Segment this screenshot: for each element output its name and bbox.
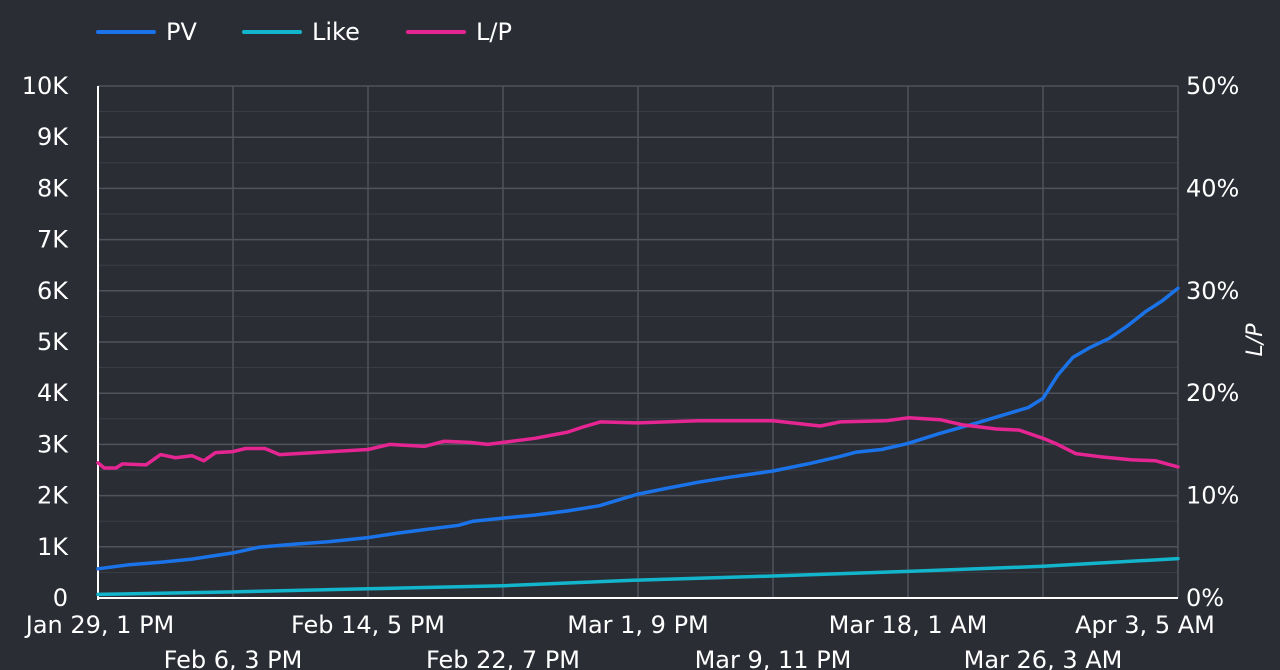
x-tick-label: Feb 6, 3 PM: [164, 646, 303, 670]
x-tick-label: Mar 18, 1 AM: [829, 611, 988, 639]
x-tick-label: Mar 26, 3 AM: [964, 646, 1123, 670]
x-tick-label: Jan 29, 1 PM: [24, 611, 175, 639]
y-right-tick-label: 10%: [1186, 482, 1239, 510]
x-tick-label: Mar 1, 9 PM: [567, 611, 709, 639]
y-left-tick-label: 6K: [37, 277, 69, 305]
y-left-tick-label: 1K: [37, 533, 69, 561]
y-left-tick-label: 3K: [37, 430, 69, 458]
y-right-tick-label: 50%: [1186, 72, 1239, 100]
legend-label: Like: [312, 18, 360, 46]
x-tick-label: Apr 3, 5 AM: [1075, 611, 1215, 639]
y-left-tick-label: 5K: [37, 328, 69, 356]
series-line-pv: [96, 286, 1180, 571]
y-right-tick-label: 0%: [1186, 584, 1224, 612]
y-right-tick-label: 40%: [1186, 174, 1239, 202]
legend-label: L/P: [476, 18, 512, 46]
y-left-tick-label: 8K: [37, 174, 69, 202]
y-left-tick-label: 10K: [22, 72, 70, 100]
x-tick-label: Feb 22, 7 PM: [426, 646, 580, 670]
y-left-tick-label: 4K: [37, 379, 69, 407]
y-right-tick-label: 20%: [1186, 379, 1239, 407]
y-right-axis-title: L/P: [1243, 323, 1268, 357]
legend-label: PV: [166, 18, 197, 46]
y-right-tick-label: 30%: [1186, 277, 1239, 305]
series-line-like: [96, 556, 1180, 597]
y-left-tick-label: 0: [53, 584, 68, 612]
y-left-tick-label: 7K: [37, 226, 69, 254]
y-left-tick-label: 2K: [37, 482, 69, 510]
series-line-l-p: [96, 416, 1180, 470]
x-tick-label: Mar 9, 11 PM: [695, 646, 852, 670]
x-tick-label: Feb 14, 5 PM: [291, 611, 445, 639]
y-left-tick-label: 9K: [37, 123, 69, 151]
